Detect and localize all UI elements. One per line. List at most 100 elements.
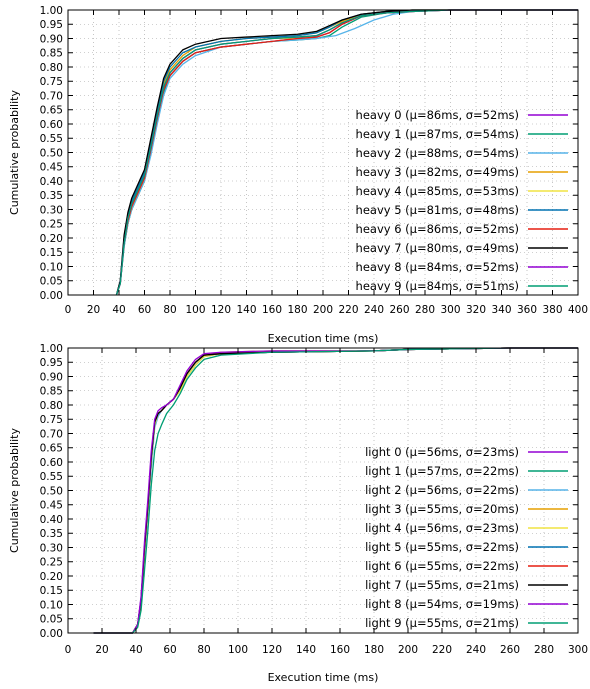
y-tick-label: 0.20 bbox=[40, 571, 63, 583]
x-tick-label: 240 bbox=[466, 644, 486, 656]
y-tick-label: 0.55 bbox=[40, 133, 63, 145]
legend: heavy 0 (μ=86ms, σ=52ms) heavy 1 (μ=87ms,… bbox=[356, 108, 568, 293]
x-tick-label: 140 bbox=[236, 304, 256, 316]
y-tick-label: 0.50 bbox=[40, 147, 63, 159]
chart-1: 0 20 40 60 80 100 120 140 160 180 200 220 240 260 280 3… bbox=[8, 343, 588, 684]
legend-label-0: light 0 (μ=56ms, σ=23ms) bbox=[365, 445, 519, 459]
x-tick-label: 400 bbox=[568, 304, 588, 316]
y-tick-label: 0.00 bbox=[40, 628, 63, 640]
y-tick-label: 0.00 bbox=[40, 290, 63, 302]
y-tick-label: 0.90 bbox=[40, 371, 63, 383]
legend-label-5: light 5 (μ=55ms, σ=22ms) bbox=[365, 540, 519, 554]
y-tick-label: 0.30 bbox=[40, 204, 63, 216]
legend-label-3: light 3 (μ=55ms, σ=20ms) bbox=[365, 502, 519, 516]
x-tick-label: 200 bbox=[398, 644, 418, 656]
x-tick-label: 380 bbox=[542, 304, 562, 316]
y-tick-label: 0.85 bbox=[40, 386, 63, 398]
grid bbox=[68, 10, 578, 295]
y-tick-label: 0.15 bbox=[40, 585, 63, 597]
y-tick-label: 0.40 bbox=[40, 176, 63, 188]
x-tick-label: 340 bbox=[491, 304, 511, 316]
y-tick-label: 0.15 bbox=[40, 247, 63, 259]
x-tick-label: 80 bbox=[163, 304, 176, 316]
y-tick-label: 0.10 bbox=[40, 261, 63, 273]
x-tick-label: 100 bbox=[228, 644, 248, 656]
y-tick-label: 0.35 bbox=[40, 528, 63, 540]
x-tick-label: 40 bbox=[112, 304, 125, 316]
y-tick-label: 0.60 bbox=[40, 457, 63, 469]
x-tick-label: 20 bbox=[87, 304, 100, 316]
chart-0: 0 20 40 60 80 100 120 140 160 180 200 220 240 260 280 3… bbox=[8, 5, 588, 345]
y-tick-label: 0.35 bbox=[40, 190, 63, 202]
x-tick-label: 280 bbox=[534, 644, 554, 656]
y-axis-label: Cumulative probability bbox=[8, 90, 21, 215]
y-tick-label: 0.75 bbox=[40, 76, 63, 88]
y-tick-label: 0.90 bbox=[40, 33, 63, 45]
legend-label-3: heavy 3 (μ=82ms, σ=49ms) bbox=[356, 165, 519, 179]
x-tick-label: 40 bbox=[129, 644, 142, 656]
x-tick-label: 320 bbox=[466, 304, 486, 316]
y-axis-label: Cumulative probability bbox=[8, 428, 21, 553]
x-tick-label: 160 bbox=[262, 304, 282, 316]
y-tick-label: 0.05 bbox=[40, 614, 63, 626]
x-tick-label: 360 bbox=[517, 304, 537, 316]
series-group bbox=[115, 9, 578, 296]
y-tick-label: 0.65 bbox=[40, 105, 63, 117]
y-tick-label: 0.55 bbox=[40, 471, 63, 483]
y-tick-label: 0.45 bbox=[40, 500, 63, 512]
legend-label-5: heavy 5 (μ=81ms, σ=48ms) bbox=[356, 203, 519, 217]
x-tick-label: 20 bbox=[95, 644, 108, 656]
legend-label-9: light 9 (μ=55ms, σ=21ms) bbox=[365, 616, 519, 630]
y-tick-label: 0.80 bbox=[40, 62, 63, 74]
legend-label-8: light 8 (μ=54ms, σ=19ms) bbox=[365, 597, 519, 611]
legend-label-7: heavy 7 (μ=80ms, σ=49ms) bbox=[356, 241, 519, 255]
y-tick-label: 0.30 bbox=[40, 542, 63, 554]
x-tick-label: 120 bbox=[262, 644, 282, 656]
x-tick-label: 160 bbox=[330, 644, 350, 656]
legend-label-7: light 7 (μ=55ms, σ=21ms) bbox=[365, 578, 519, 592]
x-tick-label: 300 bbox=[568, 644, 588, 656]
x-tick-label: 220 bbox=[338, 304, 358, 316]
series-line-2 bbox=[115, 9, 578, 296]
y-tick-label: 0.20 bbox=[40, 233, 63, 245]
x-tick-label: 120 bbox=[211, 304, 231, 316]
y-tick-label: 1.00 bbox=[40, 343, 63, 355]
y-tick-label: 0.40 bbox=[40, 514, 63, 526]
x-tick-label: 300 bbox=[440, 304, 460, 316]
legend: light 0 (μ=56ms, σ=23ms) light 1 (μ=57ms,… bbox=[365, 445, 568, 630]
x-tick-label: 240 bbox=[364, 304, 384, 316]
series-group bbox=[93, 347, 578, 634]
x-tick-label: 60 bbox=[163, 644, 176, 656]
x-tick-label: 180 bbox=[287, 304, 307, 316]
legend-label-2: light 2 (μ=56ms, σ=22ms) bbox=[365, 483, 519, 497]
x-tick-label: 260 bbox=[500, 644, 520, 656]
legend-label-8: heavy 8 (μ=84ms, σ=52ms) bbox=[356, 260, 519, 274]
x-tick-label: 260 bbox=[389, 304, 409, 316]
y-tick-label: 0.85 bbox=[40, 48, 63, 60]
x-tick-label: 0 bbox=[65, 304, 72, 316]
legend-label-4: light 4 (μ=56ms, σ=23ms) bbox=[365, 521, 519, 535]
legend-label-2: heavy 2 (μ=88ms, σ=54ms) bbox=[356, 146, 519, 160]
y-tick-label: 0.60 bbox=[40, 119, 63, 131]
y-tick-label: 0.70 bbox=[40, 428, 63, 440]
y-tick-label: 0.25 bbox=[40, 219, 63, 231]
x-tick-label: 140 bbox=[296, 644, 316, 656]
x-tick-label: 60 bbox=[138, 304, 151, 316]
x-tick-label: 80 bbox=[197, 644, 210, 656]
series-line-9 bbox=[115, 9, 578, 296]
y-tick-label: 0.75 bbox=[40, 414, 63, 426]
legend-label-4: heavy 4 (μ=85ms, σ=53ms) bbox=[356, 184, 519, 198]
y-tick-label: 0.80 bbox=[40, 400, 63, 412]
y-tick-label: 0.95 bbox=[40, 19, 63, 31]
y-tick-label: 0.10 bbox=[40, 599, 63, 611]
y-tick-label: 0.45 bbox=[40, 162, 63, 174]
series-line-8 bbox=[93, 347, 578, 634]
y-tick-label: 0.50 bbox=[40, 485, 63, 497]
x-axis-label: Execution time (ms) bbox=[268, 332, 379, 345]
y-tick-label: 1.00 bbox=[40, 5, 63, 17]
y-tick-label: 0.95 bbox=[40, 357, 63, 369]
legend-label-1: heavy 1 (μ=87ms, σ=54ms) bbox=[356, 127, 519, 141]
legend-label-1: light 1 (μ=57ms, σ=22ms) bbox=[365, 464, 519, 478]
legend-label-6: light 6 (μ=55ms, σ=22ms) bbox=[365, 559, 519, 573]
